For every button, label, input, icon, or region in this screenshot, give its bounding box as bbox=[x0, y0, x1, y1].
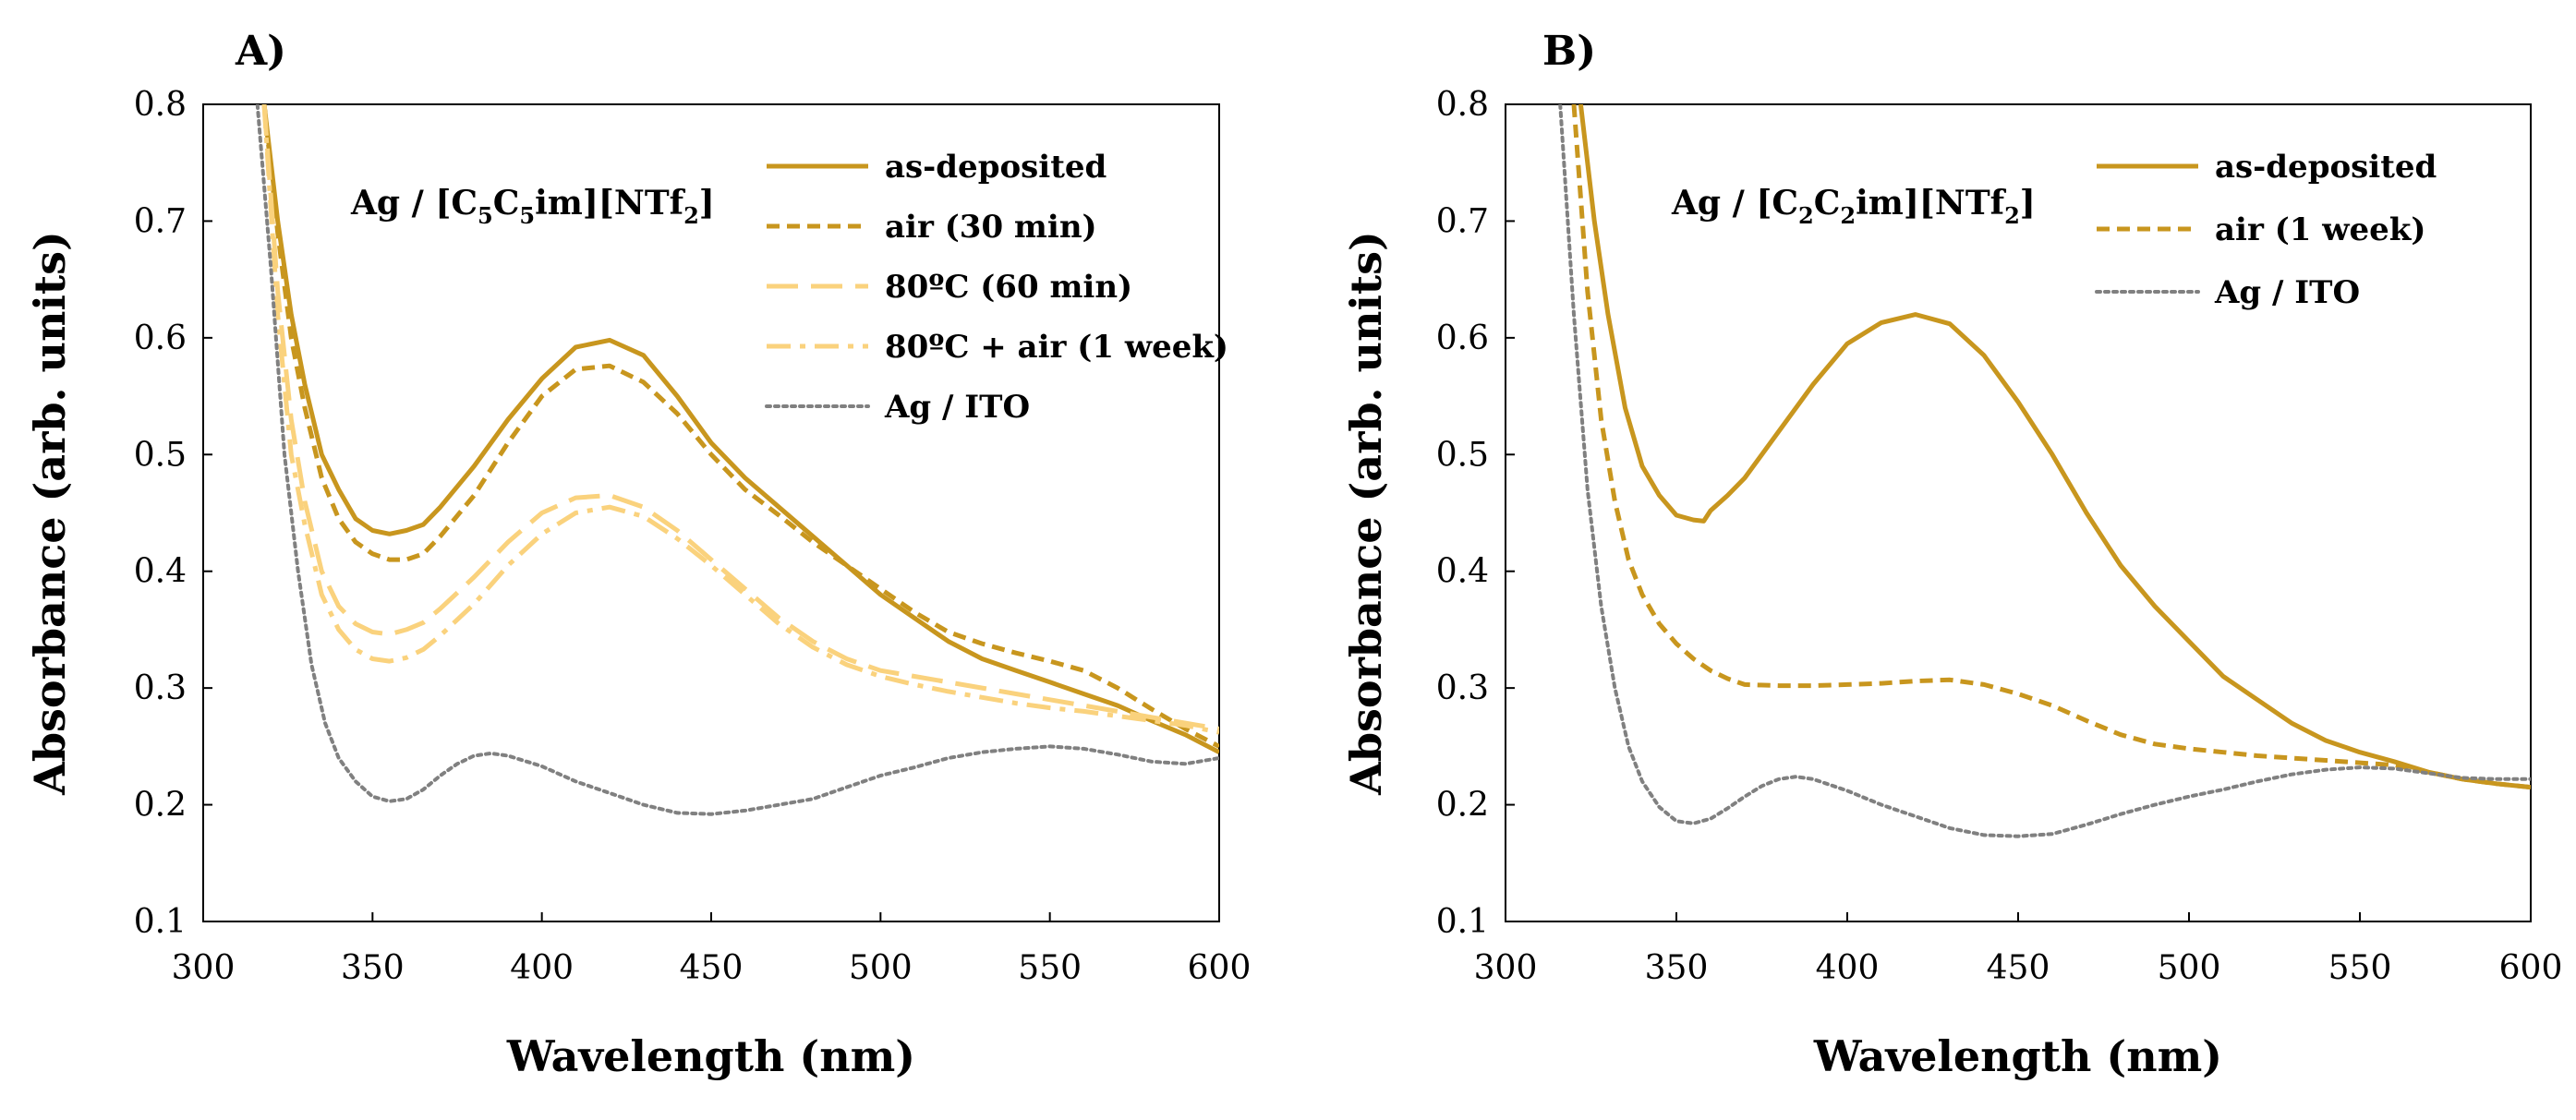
y-tick-label: 0.5 bbox=[1436, 436, 1489, 474]
y-tick-label: 0.1 bbox=[134, 903, 187, 941]
series-line-as-deposited bbox=[261, 104, 1219, 754]
y-tick-label: 0.8 bbox=[134, 86, 187, 124]
x-tick-label: 550 bbox=[1018, 949, 1082, 987]
y-tick-label: 0.5 bbox=[134, 436, 187, 474]
x-tick-label: 400 bbox=[1816, 949, 1880, 987]
sample-label-subscript: 2 bbox=[2004, 202, 2020, 229]
x-tick-label: 600 bbox=[2499, 949, 2563, 987]
x-tick-label: 350 bbox=[1645, 949, 1709, 987]
y-tick-label: 0.3 bbox=[1436, 669, 1489, 707]
legend-entry: air (1 week) bbox=[2215, 211, 2425, 248]
x-tick-label: 300 bbox=[172, 949, 236, 987]
legend-entry: as-deposited bbox=[885, 149, 1107, 186]
x-tick-label: 300 bbox=[1474, 949, 1538, 987]
x-axis-title: Wavelength (nm) bbox=[1813, 1031, 2222, 1081]
y-axis-title: Absorbance (arb. units) bbox=[25, 231, 75, 796]
x-tick-label: 450 bbox=[1987, 949, 2050, 987]
sample-label-text: C bbox=[1814, 184, 1841, 223]
x-tick-label: 500 bbox=[2158, 949, 2221, 987]
x-tick-label: 550 bbox=[2328, 949, 2392, 987]
sample-label: Ag / [C2C2im][NTf2] bbox=[1671, 184, 2036, 229]
sample-label-subscript: 2 bbox=[1798, 202, 1814, 229]
x-tick-label: 400 bbox=[510, 949, 574, 987]
series-line-ag-ito bbox=[1558, 104, 2531, 838]
x-axis-title: Wavelength (nm) bbox=[506, 1031, 915, 1081]
y-tick-label: 0.1 bbox=[1436, 903, 1489, 941]
x-tick-label: 450 bbox=[680, 949, 744, 987]
x-tick-label: 500 bbox=[849, 949, 913, 987]
series-line-air-1-week bbox=[1571, 104, 2531, 790]
panel-label: A) bbox=[235, 28, 286, 75]
x-tick-label: 600 bbox=[1188, 949, 1252, 987]
panel-b: B) 300 350 400 450 500 550 600 0.1 0.2 0.3 0.4 0.5 0.… bbox=[1341, 28, 2562, 1081]
series-line-80-c-60-min bbox=[261, 104, 1219, 731]
legend-entry: 80ºC + air (1 week) bbox=[885, 329, 1228, 366]
y-tick-label: 0.7 bbox=[134, 202, 187, 240]
panel-label: B) bbox=[1542, 28, 1596, 75]
sample-label-subscript: 5 bbox=[478, 202, 493, 229]
series-group bbox=[1558, 104, 2531, 838]
series-group bbox=[255, 104, 1219, 816]
sample-label-subscript: 2 bbox=[683, 202, 699, 229]
sample-label-text: Ag / [C bbox=[350, 184, 478, 223]
sample-label-text: im][NTf bbox=[535, 184, 686, 223]
legend-entry: Ag / ITO bbox=[884, 389, 1030, 426]
y-tick-label: 0.2 bbox=[1436, 787, 1489, 825]
legend-entry: as-deposited bbox=[2215, 149, 2437, 186]
x-tick-label: 350 bbox=[341, 949, 405, 987]
y-tick-label: 0.3 bbox=[134, 669, 187, 707]
legend-entry: 80ºC (60 min) bbox=[885, 269, 1132, 306]
sample-label-text: C bbox=[493, 184, 520, 223]
sample-label-subscript: 2 bbox=[1840, 202, 1856, 229]
y-tick-label: 0.6 bbox=[134, 319, 187, 357]
y-tick-label: 0.4 bbox=[134, 553, 187, 591]
sample-label-text: ] bbox=[699, 184, 715, 223]
y-tick-label: 0.4 bbox=[1436, 553, 1489, 591]
sample-label-subscript: 5 bbox=[519, 202, 535, 229]
y-tick-label: 0.7 bbox=[1436, 202, 1489, 240]
series-line-as-deposited bbox=[1578, 104, 2531, 790]
series-line-ag-ito bbox=[255, 104, 1219, 816]
y-tick-label: 0.6 bbox=[1436, 319, 1489, 357]
sample-label: Ag / [C5C5im][NTf2] bbox=[350, 184, 715, 229]
series-line-80-c-air-1-week bbox=[261, 104, 1219, 735]
y-axis-title: Absorbance (arb. units) bbox=[1341, 231, 1391, 796]
series-line-air-30-min bbox=[261, 104, 1219, 749]
y-tick-label: 0.8 bbox=[1436, 86, 1489, 124]
y-tick-label: 0.2 bbox=[134, 787, 187, 825]
sample-label-text: ] bbox=[2020, 184, 2036, 223]
legend-entry: air (30 min) bbox=[885, 209, 1097, 246]
sample-label-text: Ag / [C bbox=[1671, 184, 1798, 223]
panel-a: A) 300 350 400 450 500 550 600 0.1 0.2 0.3 0.4 0.5 0.… bbox=[25, 28, 1251, 1081]
sample-label-text: im][NTf bbox=[1856, 184, 2007, 223]
legend-entry: Ag / ITO bbox=[2214, 274, 2360, 311]
